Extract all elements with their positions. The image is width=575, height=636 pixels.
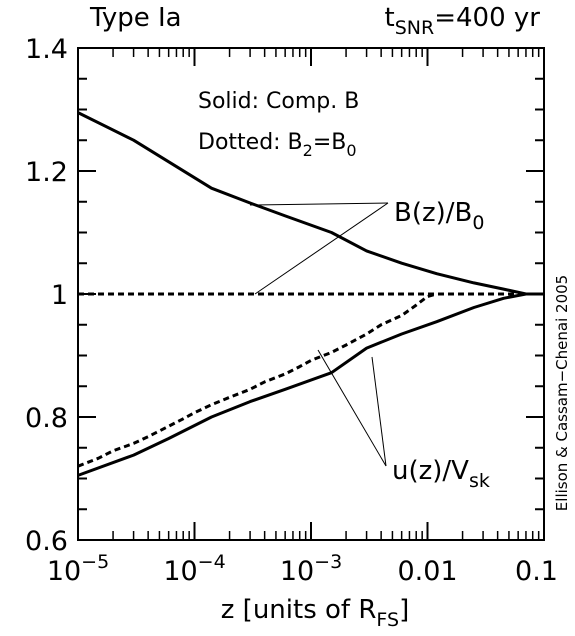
x-axis-label-sub: FS [376, 609, 399, 631]
x-tick-label-exponent: −5 [81, 551, 109, 573]
chart-top-left-label: Type Ia [89, 3, 182, 33]
x-tick-label-base: 10 [280, 556, 314, 587]
u-label: u(z)/Vsk [392, 456, 490, 492]
x-tick-label: 10−4 [163, 551, 225, 587]
x-axis-label-rest: ] [399, 595, 409, 625]
x-tick-label-exponent: −4 [198, 551, 226, 573]
u-pointer-right [371, 356, 387, 467]
legend-dotted-mid: =B [313, 130, 347, 155]
x-tick-labels: 10−5 10−4 10−3 0.01 0.1 [47, 551, 558, 587]
b-pointer-upper [249, 202, 389, 206]
y-tick-label: 1.2 [25, 157, 68, 188]
x-tick-label: 10−5 [47, 551, 109, 587]
y-tick-label: 1.4 [25, 34, 68, 65]
u-pointer-left [317, 349, 387, 467]
y-tick-label: 0.8 [25, 403, 68, 434]
x-tick-label-exponent: −3 [314, 551, 342, 573]
u-label-sub: sk [469, 470, 490, 492]
b-label: B(z)/B0 [394, 198, 484, 234]
axis-ticks [77, 47, 545, 541]
dotted-series-line [77, 292, 438, 468]
solid-series-line [77, 292, 544, 477]
solid-series-line [77, 111, 544, 296]
legend-dotted-sub1: 2 [303, 141, 313, 160]
top-right-base: t [385, 3, 395, 33]
y-tick-label: 1 [51, 280, 68, 311]
legend-dotted-prefix: Dotted: B [198, 130, 303, 155]
x-tick-label: 0.1 [515, 556, 558, 587]
top-right-sub: SNR [395, 17, 434, 39]
b-pointer-lower [254, 202, 389, 295]
b-label-sub: 0 [472, 212, 484, 234]
x-axis-label: z [units of RFS] [221, 595, 409, 631]
u-label-base: u(z)/V [392, 456, 469, 486]
top-right-rest: =400 yr [434, 3, 540, 33]
y-tick-label: 0.6 [25, 526, 68, 557]
x-tick-label: 0.01 [397, 556, 457, 587]
series-layer [77, 111, 544, 477]
y-tick-labels: 0.6 0.8 1 1.2 1.4 [25, 34, 68, 557]
legend-dotted-sub2: 0 [346, 141, 356, 160]
x-tick-label-base: 10 [163, 556, 197, 587]
legend-dotted: Dotted: B2=B0 [198, 130, 357, 160]
x-axis-label-base: z [units of R [221, 595, 377, 625]
chart-top-right-label: tSNR=400 yr [385, 3, 541, 39]
annotation-pointers [249, 202, 389, 467]
b-label-base: B(z)/B [394, 198, 472, 228]
x-tick-label-base: 10 [47, 556, 81, 587]
credit-text: Ellison & Cassam−Chenai 2005 [553, 275, 571, 511]
legend-solid: Solid: Comp. B [198, 89, 359, 114]
x-tick-label: 10−3 [280, 551, 342, 587]
